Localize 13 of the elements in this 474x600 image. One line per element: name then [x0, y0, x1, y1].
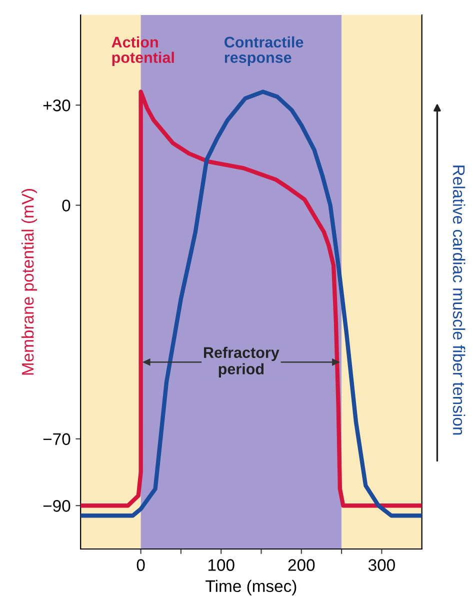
- band-label: Refractory period: [204, 346, 280, 378]
- y-tick-label: 0: [62, 200, 70, 212]
- x-tick-label: 0: [136, 559, 145, 571]
- y-axis-title: Membrane potential (mV): [21, 189, 38, 375]
- x-tick-label: 300: [368, 559, 395, 571]
- y2-axis-title: Relative cardiac muscle fiber tension: [452, 166, 466, 435]
- y-tick-label: +30: [43, 100, 70, 112]
- y-tick-label: −90: [43, 500, 70, 512]
- y-tick-label: −70: [43, 433, 70, 446]
- x-axis-title: Time (msec): [206, 580, 296, 596]
- x-tick-label: 200: [288, 559, 315, 571]
- x-tick-label: 100: [208, 559, 234, 571]
- text: Contractile response: [224, 36, 304, 66]
